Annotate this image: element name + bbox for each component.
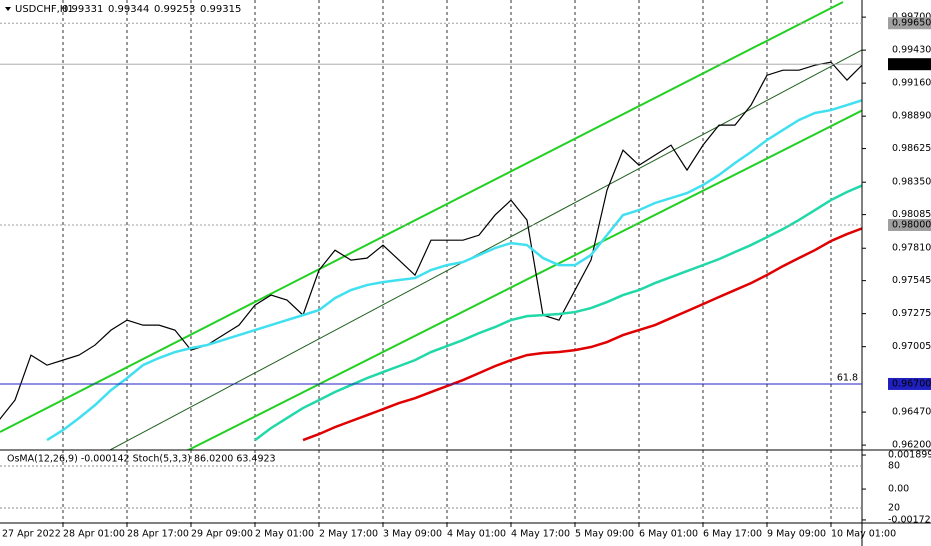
x-tick-label: 6 May 01:00	[639, 529, 698, 540]
channel-upper	[0, 1, 844, 433]
y-tick-label: 0.96200	[892, 440, 931, 451]
level-name: 61.8	[837, 372, 858, 383]
y-tick-label: 0.98890	[892, 111, 931, 122]
symbol: USDCHF,H1	[15, 4, 74, 15]
osma-tick-label: 0.0018998	[888, 450, 931, 461]
y-tick-label: 0.99160	[892, 78, 931, 89]
y-tick-label: 0.97545	[892, 275, 931, 286]
x-tick-label: 2 May 17:00	[319, 529, 378, 540]
level-label: 0.99650	[892, 18, 931, 29]
series-line	[46, 99, 862, 442]
x-tick-label: 6 May 17:00	[703, 529, 762, 540]
x-tick-label: 3 May 09:00	[383, 529, 442, 540]
ohlc-value: 0.99315	[200, 4, 241, 15]
x-tick-label: 9 May 09:00	[767, 529, 826, 540]
stoch-tick-label: 20	[888, 503, 900, 514]
channel-lines	[0, 1, 862, 450]
ohlc-value: 0.99344	[108, 4, 149, 15]
y-tick-label: 0.98085	[892, 209, 931, 220]
x-tick-label: 10 May 01:00	[831, 529, 896, 540]
y-tick-label: 0.96470	[892, 407, 931, 418]
x-tick-label: 4 May 17:00	[511, 529, 570, 540]
osma-tick-label: -0.001725	[888, 514, 931, 525]
x-tick-label: 5 May 09:00	[575, 529, 634, 540]
y-tick-label: 0.97275	[892, 308, 931, 319]
series-line	[0, 61, 862, 420]
osma-tick-label: 0.00	[888, 484, 909, 495]
ohlc-value: 0.99331	[62, 4, 103, 15]
osc-title: OsMA(12,26,9) -0.000142 Stoch(5,3,3) 86.…	[7, 454, 276, 465]
x-tick-label: 28 Apr 01:00	[63, 529, 125, 540]
menu-triangle	[5, 7, 11, 11]
series-line	[254, 184, 862, 442]
x-tick-label: 27 Apr 2022	[2, 529, 61, 540]
y-tick-label: 0.98350	[892, 177, 931, 188]
y-tick-label: 0.98625	[892, 143, 931, 154]
level-label: 0.96700	[892, 378, 931, 389]
level-label-box	[888, 219, 931, 231]
ohlc-value: 0.99253	[154, 4, 195, 15]
y-tick-label: 0.97005	[892, 341, 931, 352]
x-tick-label: 29 Apr 09:00	[191, 529, 253, 540]
stoch-tick-label: 80	[888, 461, 900, 472]
channel-mid	[109, 49, 862, 450]
current-price-box	[888, 58, 931, 71]
x-tick-label: 4 May 01:00	[447, 529, 506, 540]
channel-lower	[186, 109, 862, 450]
y-tick-label: 0.99430	[892, 45, 931, 56]
plot	[0, 61, 862, 442]
current-price-label: 0.99315	[892, 59, 931, 70]
level-label: 0.98000	[892, 220, 931, 231]
x-tick-label: 28 Apr 17:00	[127, 529, 189, 540]
level-label-box	[888, 377, 931, 390]
level-label-box	[888, 17, 931, 30]
series-line	[302, 227, 862, 442]
y-tick-label: 0.97810	[892, 243, 931, 254]
y-tick-label: 0.99700	[892, 12, 931, 23]
x-tick-label: 2 May 01:00	[255, 529, 314, 540]
